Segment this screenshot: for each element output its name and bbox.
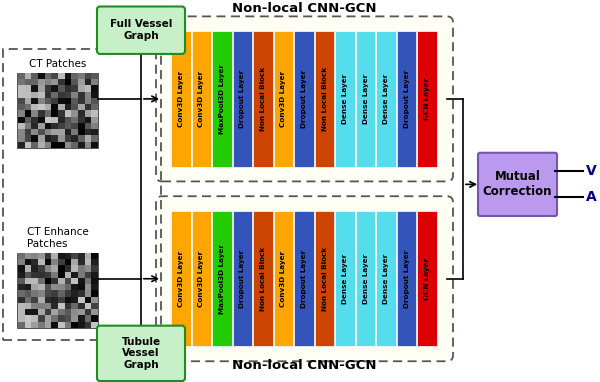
- Text: Non-local CNN-GCN: Non-local CNN-GCN: [232, 2, 377, 15]
- Text: Dense Layer: Dense Layer: [342, 254, 348, 304]
- Bar: [233, 31, 252, 167]
- Text: Non Local Block: Non Local Block: [322, 247, 328, 311]
- Text: Conv3D Layer: Conv3D Layer: [178, 71, 184, 127]
- Bar: [376, 211, 396, 346]
- Text: Dropout Layer: Dropout Layer: [301, 249, 307, 308]
- Text: A: A: [586, 190, 597, 204]
- Text: Dropout Layer: Dropout Layer: [404, 70, 410, 128]
- Text: Dense Layer: Dense Layer: [362, 74, 368, 124]
- Text: CT Enhance
Patches: CT Enhance Patches: [27, 227, 89, 249]
- Text: Dropout Layer: Dropout Layer: [239, 249, 245, 308]
- Bar: [335, 31, 355, 167]
- Text: Non Local Block: Non Local Block: [260, 67, 266, 131]
- Text: V: V: [586, 164, 597, 178]
- Text: Non Local Block: Non Local Block: [260, 247, 266, 311]
- Text: Conv3D Layer: Conv3D Layer: [199, 251, 205, 307]
- Text: Non-local CNN-GCN: Non-local CNN-GCN: [232, 359, 377, 372]
- Text: Dropout Layer: Dropout Layer: [239, 70, 245, 128]
- Bar: [397, 31, 416, 167]
- Bar: [356, 211, 376, 346]
- Text: Dropout Layer: Dropout Layer: [301, 70, 307, 128]
- Bar: [274, 211, 293, 346]
- Text: Conv3D Layer: Conv3D Layer: [199, 71, 205, 127]
- Bar: [418, 211, 437, 346]
- Text: Dropout Layer: Dropout Layer: [404, 249, 410, 308]
- Text: Dense Layer: Dense Layer: [383, 74, 389, 124]
- Text: Dense Layer: Dense Layer: [362, 254, 368, 304]
- Bar: [212, 211, 232, 346]
- Bar: [315, 31, 334, 167]
- Bar: [418, 31, 437, 167]
- Text: Mutual
Correction: Mutual Correction: [483, 170, 552, 198]
- Bar: [18, 74, 98, 148]
- Bar: [253, 31, 272, 167]
- Text: Conv3D Layer: Conv3D Layer: [178, 251, 184, 307]
- Text: CT Patches: CT Patches: [29, 59, 86, 69]
- Text: GCN Layer: GCN Layer: [424, 78, 430, 120]
- Text: MaxPool3D Layer: MaxPool3D Layer: [219, 64, 225, 134]
- Bar: [212, 31, 232, 167]
- Bar: [171, 31, 191, 167]
- Bar: [171, 211, 191, 346]
- Bar: [191, 31, 211, 167]
- Bar: [335, 211, 355, 346]
- Bar: [274, 31, 293, 167]
- Bar: [294, 211, 314, 346]
- FancyBboxPatch shape: [156, 196, 453, 361]
- Bar: [253, 211, 272, 346]
- Bar: [18, 254, 98, 328]
- Text: GCN Layer: GCN Layer: [424, 257, 430, 300]
- Bar: [315, 211, 334, 346]
- Text: Full Vessel
Graph: Full Vessel Graph: [110, 19, 172, 41]
- Text: Dense Layer: Dense Layer: [342, 74, 348, 124]
- FancyBboxPatch shape: [156, 16, 453, 181]
- Text: Non Local Block: Non Local Block: [322, 67, 328, 131]
- FancyBboxPatch shape: [97, 326, 185, 381]
- Bar: [191, 211, 211, 346]
- Bar: [233, 211, 252, 346]
- Bar: [376, 31, 396, 167]
- Bar: [294, 31, 314, 167]
- Text: Conv3D Layer: Conv3D Layer: [280, 71, 286, 127]
- Text: Conv3D Layer: Conv3D Layer: [280, 251, 286, 307]
- Text: Dense Layer: Dense Layer: [383, 254, 389, 304]
- FancyBboxPatch shape: [478, 153, 557, 216]
- FancyBboxPatch shape: [97, 6, 185, 54]
- Text: Tubule
Vessel
Graph: Tubule Vessel Graph: [121, 337, 161, 370]
- Bar: [356, 31, 376, 167]
- Bar: [397, 211, 416, 346]
- Text: MaxPool3D Layer: MaxPool3D Layer: [219, 244, 225, 314]
